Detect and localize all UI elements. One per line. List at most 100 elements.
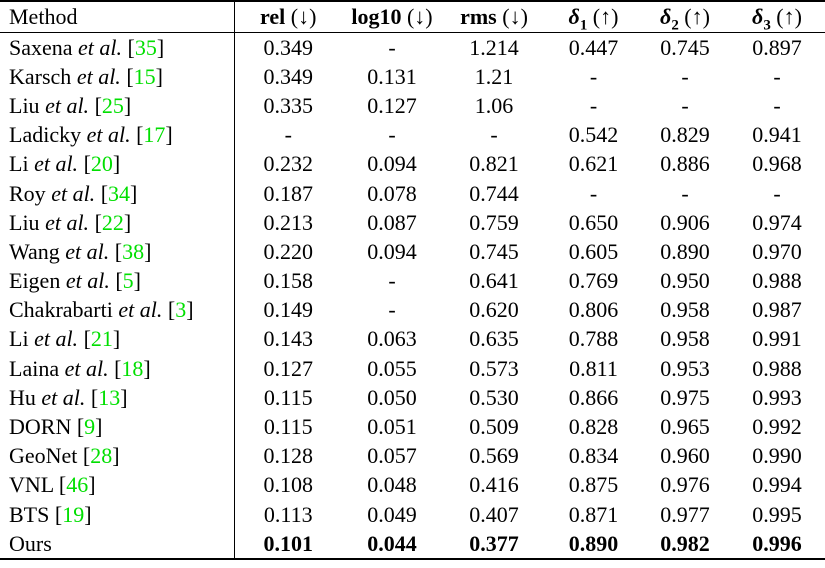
method-name: Karsch	[9, 63, 72, 89]
value-cell-rel: 0.158	[263, 268, 314, 294]
value-cell-delta2: -	[681, 63, 689, 89]
value-cell-delta2: 0.950	[660, 268, 710, 294]
col-header-method: Method	[0, 1, 235, 33]
value-cell-delta3: 0.968	[752, 151, 802, 177]
method-name: BTS	[9, 501, 50, 527]
method-name: DORN	[9, 414, 72, 440]
value-cell-delta1: 0.806	[568, 297, 619, 323]
method-cell: Li et al. [20]	[0, 149, 235, 179]
citation-link[interactable]: 19	[62, 501, 85, 527]
value-cell-delta3: 0.993	[752, 384, 802, 410]
table-row: GeoNet [28] 0.128 0.057 0.569 0.834 0.960 0.99…	[0, 441, 825, 471]
citation-link[interactable]: 28	[90, 443, 113, 469]
etal-label: et al.	[71, 63, 121, 89]
citation-link[interactable]: 25	[101, 92, 124, 118]
table-row: Liu et al. [22] 0.213 0.087 0.759 0.650 0.906…	[0, 208, 825, 238]
citation-link[interactable]: 35	[134, 34, 157, 60]
value-cell-log10: 0.057	[367, 443, 417, 469]
metric-label: δ1	[568, 4, 588, 33]
citation-link[interactable]: 38	[122, 238, 145, 264]
value-cell-delta2: 0.965	[660, 414, 710, 440]
down-arrow-icon: (↓)	[496, 4, 528, 29]
metric-label: rel	[260, 4, 286, 29]
table-row: Karsch et al. [15] 0.349 0.131 1.21 - - -	[0, 62, 825, 92]
value-cell-log10: 0.049	[367, 501, 417, 527]
table-row: Eigen et al. [5] 0.158 - 0.641 0.769 0.950 0.9…	[0, 266, 825, 296]
citation-link[interactable]: 46	[66, 472, 89, 498]
method-name: Liu	[9, 92, 40, 118]
citation-link[interactable]: 5	[122, 268, 134, 294]
method-cell: Laina et al. [18]	[0, 354, 235, 384]
value-cell-rel: 0.115	[263, 414, 313, 440]
method-cell: Ours	[0, 529, 235, 560]
citation-link[interactable]: 34	[108, 180, 131, 206]
method-cell: Saxena et al. [35]	[0, 32, 235, 63]
value-cell-rms: 0.620	[469, 297, 519, 323]
etal-label: et al.	[39, 209, 90, 235]
down-arrow-icon: (↓)	[401, 4, 433, 29]
value-cell-rel: 0.113	[263, 501, 313, 527]
value-cell-delta3: 0.897	[752, 34, 802, 60]
value-cell-delta1: 0.605	[568, 238, 619, 264]
method-cell: BTS [19]	[0, 500, 235, 530]
method-cell: Ladicky et al. [17]	[0, 120, 235, 150]
method-cell: Karsch et al. [15]	[0, 62, 235, 92]
citation-link[interactable]: 9	[84, 414, 96, 440]
value-cell-delta1: 0.871	[568, 501, 619, 527]
value-cell-delta3: 0.991	[752, 326, 802, 352]
citation-link[interactable]: 22	[101, 209, 124, 235]
value-cell-rms: 0.509	[469, 414, 519, 440]
value-cell-log10: 0.044	[367, 530, 417, 556]
value-cell-delta3: 0.990	[752, 443, 802, 469]
col-header-delta2: δ2 (↑)	[641, 1, 729, 33]
etal-label: et al.	[59, 238, 110, 264]
method-name: Wang	[9, 238, 60, 264]
value-cell-rms: 0.821	[469, 151, 519, 177]
value-cell-rel: 0.149	[263, 297, 314, 323]
value-cell-log10: 0.127	[367, 92, 417, 118]
method-cell: DORN [9]	[0, 412, 235, 442]
value-cell-delta1: 0.811	[569, 355, 618, 381]
table-row: Liu et al. [25] 0.335 0.127 1.06 - - -	[0, 91, 825, 121]
value-cell-rel: 0.108	[263, 472, 314, 498]
value-cell-rel: 0.127	[263, 355, 314, 381]
value-cell-delta2: -	[681, 92, 689, 118]
method-name: GeoNet	[9, 443, 78, 469]
down-arrow-icon: (↓)	[285, 4, 317, 29]
citation-link[interactable]: 3	[175, 297, 187, 323]
citation-link[interactable]: 18	[121, 355, 144, 381]
value-cell-delta3: -	[773, 63, 781, 89]
metric-label: log10	[351, 4, 402, 29]
etal-label: et al.	[39, 92, 90, 118]
value-cell-rms: 0.745	[469, 238, 519, 264]
metric-label: rms	[460, 4, 497, 29]
value-cell-delta1: -	[589, 180, 598, 206]
citation-link[interactable]: 15	[133, 63, 156, 89]
value-cell-delta3: -	[773, 180, 781, 206]
method-name: Li	[9, 326, 29, 352]
citation-link[interactable]: 21	[90, 326, 113, 352]
value-cell-delta1: 0.828	[568, 414, 619, 440]
method-name: Ladicky	[9, 122, 82, 148]
value-cell-delta3: 0.941	[752, 122, 802, 148]
method-name: Li	[9, 151, 29, 177]
citation-link[interactable]: 13	[98, 384, 121, 410]
citation-link[interactable]: 17	[143, 122, 166, 148]
value-cell-rel: 0.349	[263, 63, 314, 89]
header-row: Method rel (↓) log10 (↓) rms (↓) δ1 (↑) δ2 (…	[0, 1, 825, 33]
method-cell: Liu et al. [22]	[0, 208, 235, 238]
method-cell: Li et al. [21]	[0, 324, 235, 355]
up-arrow-icon: (↑)	[678, 4, 710, 29]
value-cell-delta2: 0.890	[660, 238, 710, 264]
value-cell-rms: 1.21	[474, 63, 514, 89]
value-cell-delta1: 0.769	[568, 268, 619, 294]
value-cell-delta3: 0.994	[752, 472, 802, 498]
etal-label: et al.	[28, 326, 79, 352]
citation-link[interactable]: 20	[90, 151, 113, 177]
value-cell-rel: 0.232	[263, 151, 314, 177]
method-cell: GeoNet [28]	[0, 441, 235, 471]
table-row: Laina et al. [18] 0.127 0.055 0.573 0.811 0.9…	[0, 354, 825, 384]
value-cell-log10: 0.094	[367, 151, 417, 177]
value-cell-log10: 0.063	[367, 326, 417, 352]
